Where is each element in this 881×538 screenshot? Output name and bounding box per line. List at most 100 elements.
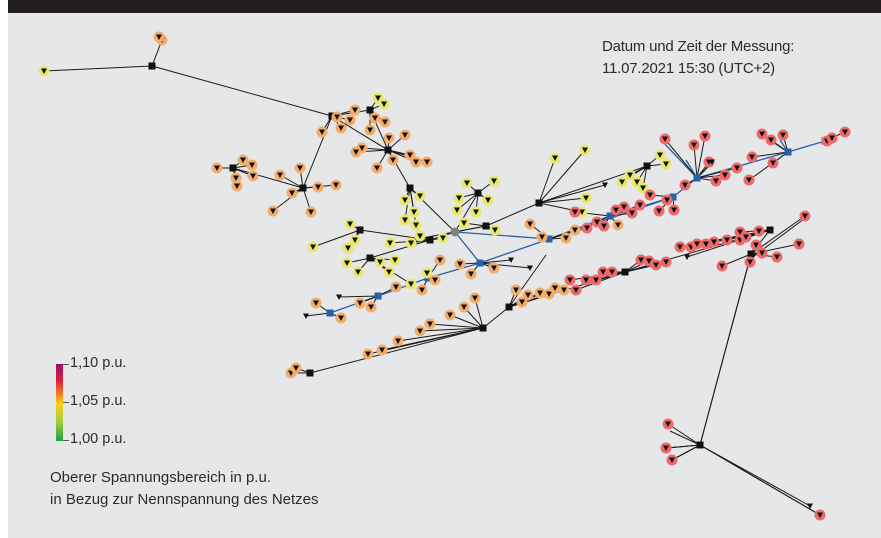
timestamp-value: 11.07.2021 15:30 (UTC+2) xyxy=(602,60,775,77)
meter-node xyxy=(558,284,570,296)
meter-node xyxy=(362,348,374,360)
meter-node xyxy=(350,146,362,158)
lv-line xyxy=(397,327,484,342)
meter-node xyxy=(560,232,572,244)
meter-node xyxy=(364,124,376,136)
meter-node xyxy=(354,297,366,309)
meter-node xyxy=(316,126,328,138)
meter-node xyxy=(716,260,728,272)
lv-line xyxy=(508,254,547,308)
meter-node xyxy=(793,238,805,250)
meter-node xyxy=(666,454,678,466)
lv-line xyxy=(538,197,587,204)
lv-bus-node xyxy=(356,226,364,234)
meter-node xyxy=(534,287,546,299)
meter-node xyxy=(482,194,494,206)
meter-node xyxy=(653,205,665,217)
diagram-panel xyxy=(8,13,881,538)
meter-node xyxy=(750,239,762,251)
meter-node xyxy=(378,98,390,110)
meter-node xyxy=(312,181,324,193)
legend-caption: Oberer Spannungsbereich in p.u. in Bezug… xyxy=(50,467,319,511)
meter-node xyxy=(414,230,426,242)
meter-node xyxy=(508,257,514,263)
legend-label-min: 1,00 p.u. xyxy=(70,431,127,447)
meter-node xyxy=(598,220,610,232)
lv-line xyxy=(312,229,361,248)
lv-line xyxy=(482,306,510,329)
meter-node xyxy=(662,418,674,430)
mv-bus-node xyxy=(784,148,792,156)
lv-line xyxy=(305,312,331,317)
meter-node xyxy=(383,132,395,144)
meter-node xyxy=(376,344,388,356)
meter-node xyxy=(743,174,755,186)
legend-tick-max xyxy=(63,364,69,365)
meter-node xyxy=(719,169,731,181)
meter-node xyxy=(387,154,399,166)
mv-bus-node xyxy=(326,309,334,317)
meter-node xyxy=(335,312,347,324)
meter-node xyxy=(344,218,356,230)
lv-line xyxy=(665,444,701,449)
legend-label-max: 1,10 p.u. xyxy=(70,355,127,371)
meter-node xyxy=(437,232,449,244)
meter-node xyxy=(341,257,353,269)
meter-node xyxy=(616,176,628,188)
meter-node xyxy=(274,169,286,181)
lv-line xyxy=(699,444,821,516)
meter-node xyxy=(549,282,561,294)
meter-node xyxy=(470,206,482,218)
lv-line xyxy=(309,327,484,374)
meter-node xyxy=(569,206,581,218)
lv-bus-node xyxy=(406,184,414,192)
meter-node xyxy=(352,266,364,278)
meter-node xyxy=(635,254,647,266)
meter-node xyxy=(305,206,317,218)
lv-bus-node xyxy=(479,324,487,332)
lv-bus-node xyxy=(621,268,629,276)
meter-node xyxy=(624,169,636,181)
meter-node xyxy=(369,112,381,124)
meter-node xyxy=(458,301,470,313)
meter-node xyxy=(740,231,752,243)
meter-node xyxy=(429,274,441,286)
meter-node xyxy=(38,65,50,77)
meter-node xyxy=(839,126,851,138)
meter-node xyxy=(580,274,592,286)
meter-node xyxy=(684,254,690,260)
lv-line xyxy=(751,151,789,158)
meter-node xyxy=(342,242,354,254)
meter-node xyxy=(307,241,319,253)
meter-node xyxy=(618,201,630,213)
meter-node xyxy=(777,129,789,141)
meter-node xyxy=(756,247,768,259)
meter-node xyxy=(399,214,411,226)
lv-line xyxy=(693,144,698,179)
meter-node xyxy=(688,139,700,151)
meter-node xyxy=(527,265,533,271)
mv-line xyxy=(454,231,481,264)
top-bar xyxy=(8,0,881,13)
caption-line-1: Oberer Spannungsbereich in p.u. xyxy=(50,469,271,486)
meter-node xyxy=(602,182,608,188)
meter-node xyxy=(581,222,593,234)
meter-node xyxy=(814,509,826,521)
lv-bus-node xyxy=(229,164,237,172)
lv-line xyxy=(696,167,738,179)
lv-line xyxy=(696,135,706,179)
meter-node xyxy=(579,144,591,156)
meter-node xyxy=(286,187,298,199)
meter-node xyxy=(731,162,743,174)
meter-node xyxy=(489,224,501,236)
meter-node xyxy=(668,204,680,216)
meter-node xyxy=(374,256,386,268)
meter-node xyxy=(453,192,465,204)
measurement-timestamp: Datum und Zeit der Messung: 11.07.2021 1… xyxy=(602,36,794,80)
meter-node xyxy=(399,129,411,141)
meter-node xyxy=(580,192,592,204)
meter-node xyxy=(807,503,813,509)
meter-node xyxy=(765,134,777,146)
